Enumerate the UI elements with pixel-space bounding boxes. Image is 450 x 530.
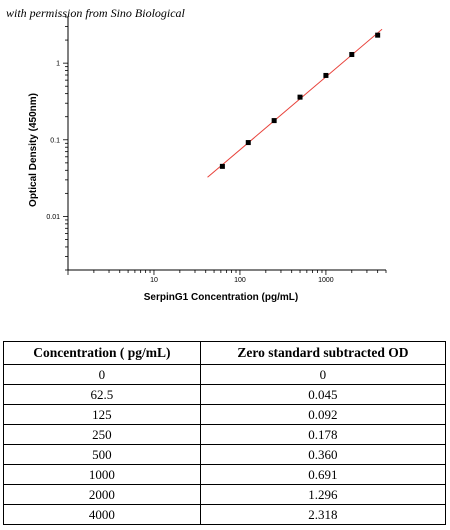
- data-point: [271, 118, 277, 124]
- cell-od: 0.360: [199, 444, 447, 465]
- cell-concentration: 4000: [3, 504, 201, 525]
- cell-od: 0.092: [199, 404, 447, 425]
- watermark-text: with permission from Sino Biological: [6, 6, 185, 20]
- cell-concentration: 2000: [3, 484, 201, 505]
- cell-od: 0.691: [199, 464, 447, 485]
- data-point: [323, 72, 329, 78]
- x-tick-label: 1000: [318, 277, 334, 284]
- fit-line-group: [207, 28, 383, 178]
- tick-labels-group: 10 100 1000 0.01 0.1 1: [46, 61, 333, 284]
- header-concentration: Concentration ( pg/mL): [3, 341, 201, 365]
- table-header-row: Concentration ( pg/mL) Zero standard sub…: [3, 341, 447, 365]
- table-row: 125 0.092: [3, 404, 447, 425]
- standard-curve-chart: 10 100 1000 0.01 0.1 1 SerpinG1 Concentration…: [28, 16, 387, 303]
- cell-od: 0.045: [199, 384, 447, 405]
- table-row: 500 0.360: [3, 444, 447, 465]
- cell-concentration: 500: [3, 444, 201, 465]
- y-axis-title: Optical Density (450nm): [28, 93, 39, 207]
- data-points-group: [219, 32, 381, 169]
- table-row: 1000 0.691: [3, 464, 447, 485]
- data-point: [349, 52, 355, 58]
- cell-concentration: 125: [3, 404, 201, 425]
- table-body: 0 0 62.5 0.045 125 0.092 250 0.178 500 0.360 1000 0…: [3, 364, 447, 525]
- data-point: [297, 94, 303, 100]
- cell-od: 1.296: [199, 484, 447, 505]
- cell-od: 2.318: [199, 504, 447, 525]
- cell-concentration: 250: [3, 424, 201, 445]
- data-point: [245, 140, 251, 146]
- table-row: 2000 1.296: [3, 484, 447, 505]
- cell-concentration: 0: [3, 364, 201, 385]
- od-data-table: Concentration ( pg/mL) Zero standard sub…: [3, 341, 447, 525]
- cell-od: 0: [199, 364, 447, 385]
- cell-od: 0.178: [199, 424, 447, 445]
- table-row: 62.5 0.045: [3, 384, 447, 405]
- cell-concentration: 1000: [3, 464, 201, 485]
- data-point: [219, 163, 225, 169]
- x-tick-label: 10: [150, 277, 158, 284]
- y-tick-label: 0.1: [50, 137, 60, 144]
- y-tick-label: 1: [56, 61, 60, 68]
- chart-axes: [63, 16, 387, 275]
- x-axis-title: SerpinG1 Concentration (pg/mL): [144, 292, 298, 303]
- x-tick-label: 100: [234, 277, 246, 284]
- table-row: 4000 2.318: [3, 504, 447, 525]
- y-tick-label: 0.01: [46, 214, 60, 221]
- data-point: [375, 32, 381, 38]
- table-row: 250 0.178: [3, 424, 447, 445]
- fit-line: [207, 28, 383, 178]
- cell-concentration: 62.5: [3, 384, 201, 405]
- header-od: Zero standard subtracted OD: [199, 341, 447, 365]
